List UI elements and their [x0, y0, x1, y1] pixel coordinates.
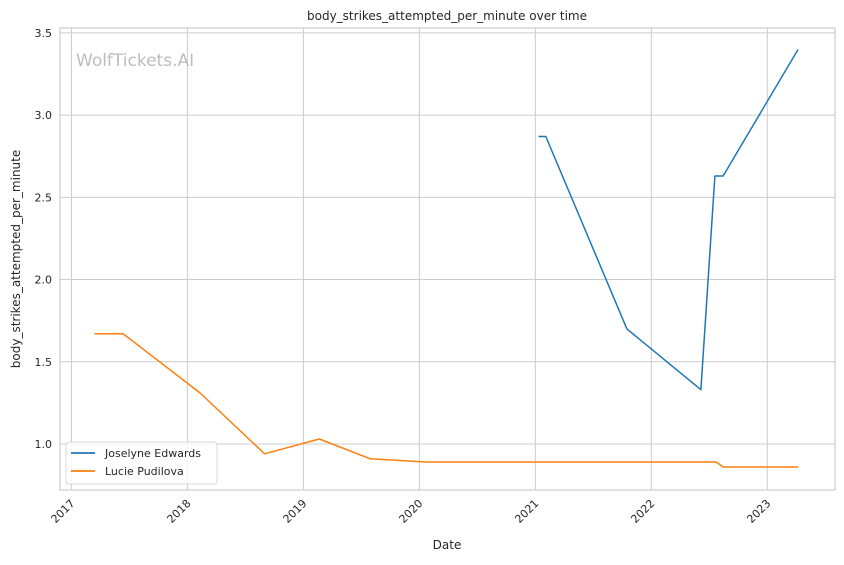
- series-line-joselyne-edwards: [539, 49, 799, 389]
- y-tick-label: 1.0: [35, 438, 53, 451]
- x-tick-label: 2021: [512, 497, 541, 526]
- x-axis-label: Date: [433, 538, 462, 552]
- y-tick-label: 1.5: [35, 356, 53, 369]
- x-tick-label: 2020: [396, 497, 425, 526]
- series-group: [95, 49, 799, 467]
- x-tick-label: 2022: [628, 497, 657, 526]
- x-tick-label: 2018: [165, 497, 194, 526]
- x-tick-label: 2023: [744, 497, 773, 526]
- watermark: WolfTickets.AI: [76, 51, 194, 71]
- x-tick-label: 2017: [49, 497, 78, 526]
- y-tick-label: 3.5: [35, 27, 53, 40]
- y-tick-label: 2.0: [35, 274, 53, 287]
- y-tick-label: 3.0: [35, 109, 53, 122]
- legend-label-lucie-pudilova: Lucie Pudilova: [105, 465, 184, 478]
- x-tick-label: 2019: [281, 497, 310, 526]
- y-axis-label: body_strikes_attempted_per_minute: [9, 150, 23, 368]
- plot-frame: [60, 28, 835, 490]
- legend: Joselyne Edwards Lucie Pudilova: [66, 442, 217, 484]
- chart-title: body_strikes_attempted_per_minute over t…: [307, 9, 587, 23]
- legend-label-joselyne-edwards: Joselyne Edwards: [104, 447, 201, 460]
- grid: [60, 28, 835, 490]
- y-tick-label: 2.5: [35, 191, 53, 204]
